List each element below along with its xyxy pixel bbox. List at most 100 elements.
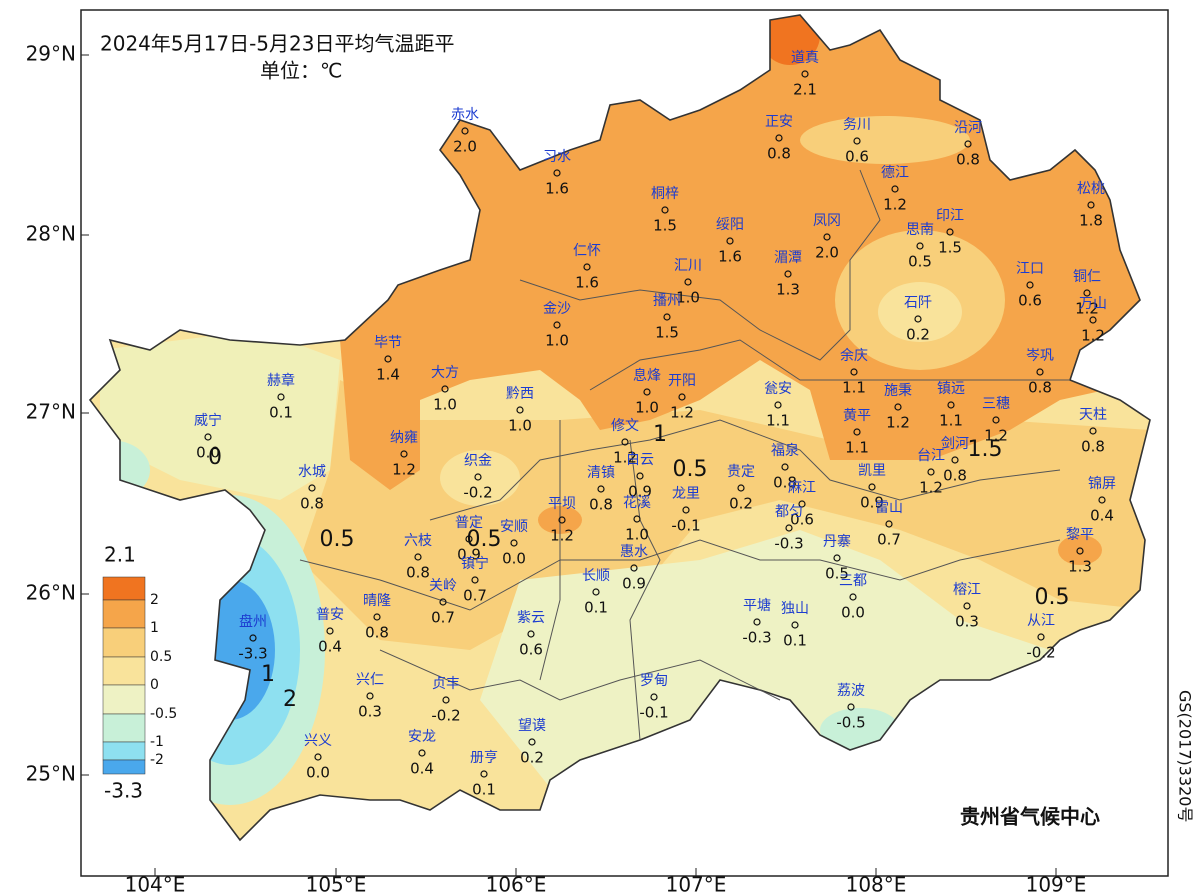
station-name: 从江 (1027, 613, 1055, 629)
station-value: 0.9 (628, 483, 652, 501)
lat-label: 28°N (26, 222, 76, 246)
station-marker (621, 438, 629, 446)
station-marker (1036, 368, 1044, 376)
station-value: 0.3 (955, 613, 979, 631)
station-name: 岑巩 (1026, 348, 1054, 364)
station-name: 修文 (611, 418, 639, 434)
station-name: 龙里 (672, 486, 700, 502)
station-marker (847, 703, 855, 711)
station-value: 1.6 (718, 248, 742, 266)
lat-label: 26°N (26, 581, 76, 605)
station-name: 开阳 (668, 373, 696, 389)
station-name: 普定 (455, 515, 483, 531)
station-name: 凯里 (858, 463, 886, 479)
legend-max: 2.1 (104, 543, 136, 567)
station-name: 江口 (1016, 261, 1044, 277)
station-name: 清镇 (587, 465, 615, 481)
station-marker (849, 593, 857, 601)
contour-label: 1.5 (968, 437, 1003, 462)
station-marker (1026, 281, 1034, 289)
legend-swatch (102, 713, 146, 743)
station-marker (850, 368, 858, 376)
station-name: 金沙 (543, 301, 571, 317)
station-value: 0.2 (906, 326, 930, 344)
station-name: 镇宁 (461, 555, 489, 572)
legend-tick: 0 (150, 677, 159, 693)
station-marker (1037, 633, 1045, 641)
station-value: 0.7 (877, 531, 901, 549)
station-name: 湄潭 (774, 249, 802, 266)
station-name: 织金 (464, 453, 492, 469)
station-marker (798, 500, 806, 508)
station-name: 白云 (626, 452, 654, 468)
station-value: 0.1 (269, 404, 293, 422)
station-marker (636, 472, 644, 480)
station-name: 平坝 (548, 496, 576, 512)
station-name: 务川 (843, 117, 871, 133)
station-value: 1.3 (776, 281, 800, 299)
station-name: 晴隆 (363, 593, 391, 609)
lon-label: 105°E (306, 873, 367, 896)
legend-swatch (102, 599, 146, 629)
station-name: 息烽 (633, 367, 661, 384)
station-name: 贞丰 (432, 675, 460, 692)
station-name: 赫章 (267, 372, 295, 389)
station-marker (461, 127, 469, 135)
station-value: 0.0 (502, 550, 526, 568)
station-marker (801, 70, 809, 78)
station-name: 毕节 (374, 335, 402, 351)
station-value: 1.0 (508, 417, 532, 435)
station-marker (833, 554, 841, 562)
station-marker (914, 315, 922, 323)
station-value: 1.2 (984, 427, 1008, 445)
station-name: 安顺 (500, 519, 528, 535)
station-value: 0.8 (956, 151, 980, 169)
station-marker (963, 602, 971, 610)
station-marker (204, 433, 212, 441)
station-value: 1.5 (655, 324, 679, 342)
station-marker (684, 278, 692, 286)
station-name: 沿河 (954, 120, 982, 136)
station-value: 0.8 (773, 474, 797, 492)
station-value: 1.0 (433, 396, 457, 414)
station-name: 独山 (781, 601, 809, 617)
lon-label: 107°E (666, 873, 727, 896)
contour-label: 1 (653, 422, 667, 447)
station-value: 2.0 (453, 138, 477, 156)
station-marker (471, 576, 479, 584)
station-value: 1.1 (766, 412, 790, 430)
station-name: 德江 (881, 165, 909, 181)
station-name: 紫云 (517, 610, 545, 626)
station-marker (784, 270, 792, 278)
station-value: 0.6 (845, 148, 869, 166)
legend-swatch (102, 741, 146, 761)
station-value: 1.1 (842, 379, 866, 397)
county-borders (299, 169, 1070, 741)
station-marker (441, 385, 449, 393)
station-value: -0.2 (431, 707, 460, 725)
station-name: 三穗 (982, 396, 1010, 412)
lat-label: 25°N (26, 762, 76, 786)
station-marker (775, 134, 783, 142)
station-name: 六枝 (404, 533, 432, 549)
station-marker (678, 393, 686, 401)
legend-tick: -2 (150, 752, 164, 768)
station-marker (400, 450, 408, 458)
station-value: 1.2 (613, 449, 637, 467)
station-value: 0.9 (457, 546, 481, 564)
station-name: 台江 (917, 448, 945, 464)
station-value: 0.0 (841, 604, 865, 622)
station-name: 锦屏 (1088, 475, 1116, 492)
station-value: 1.2 (392, 461, 416, 479)
station-name: 册亨 (470, 749, 498, 766)
legend-swatch (102, 576, 146, 601)
station-name: 兴仁 (356, 672, 384, 688)
station-value: 1.2 (1075, 300, 1099, 318)
station-marker (630, 564, 638, 572)
station-marker (384, 355, 392, 363)
station-marker (663, 313, 671, 321)
station-marker (249, 634, 257, 642)
station-name: 关岭 (429, 578, 457, 594)
contour-label: 0.5 (673, 457, 708, 482)
